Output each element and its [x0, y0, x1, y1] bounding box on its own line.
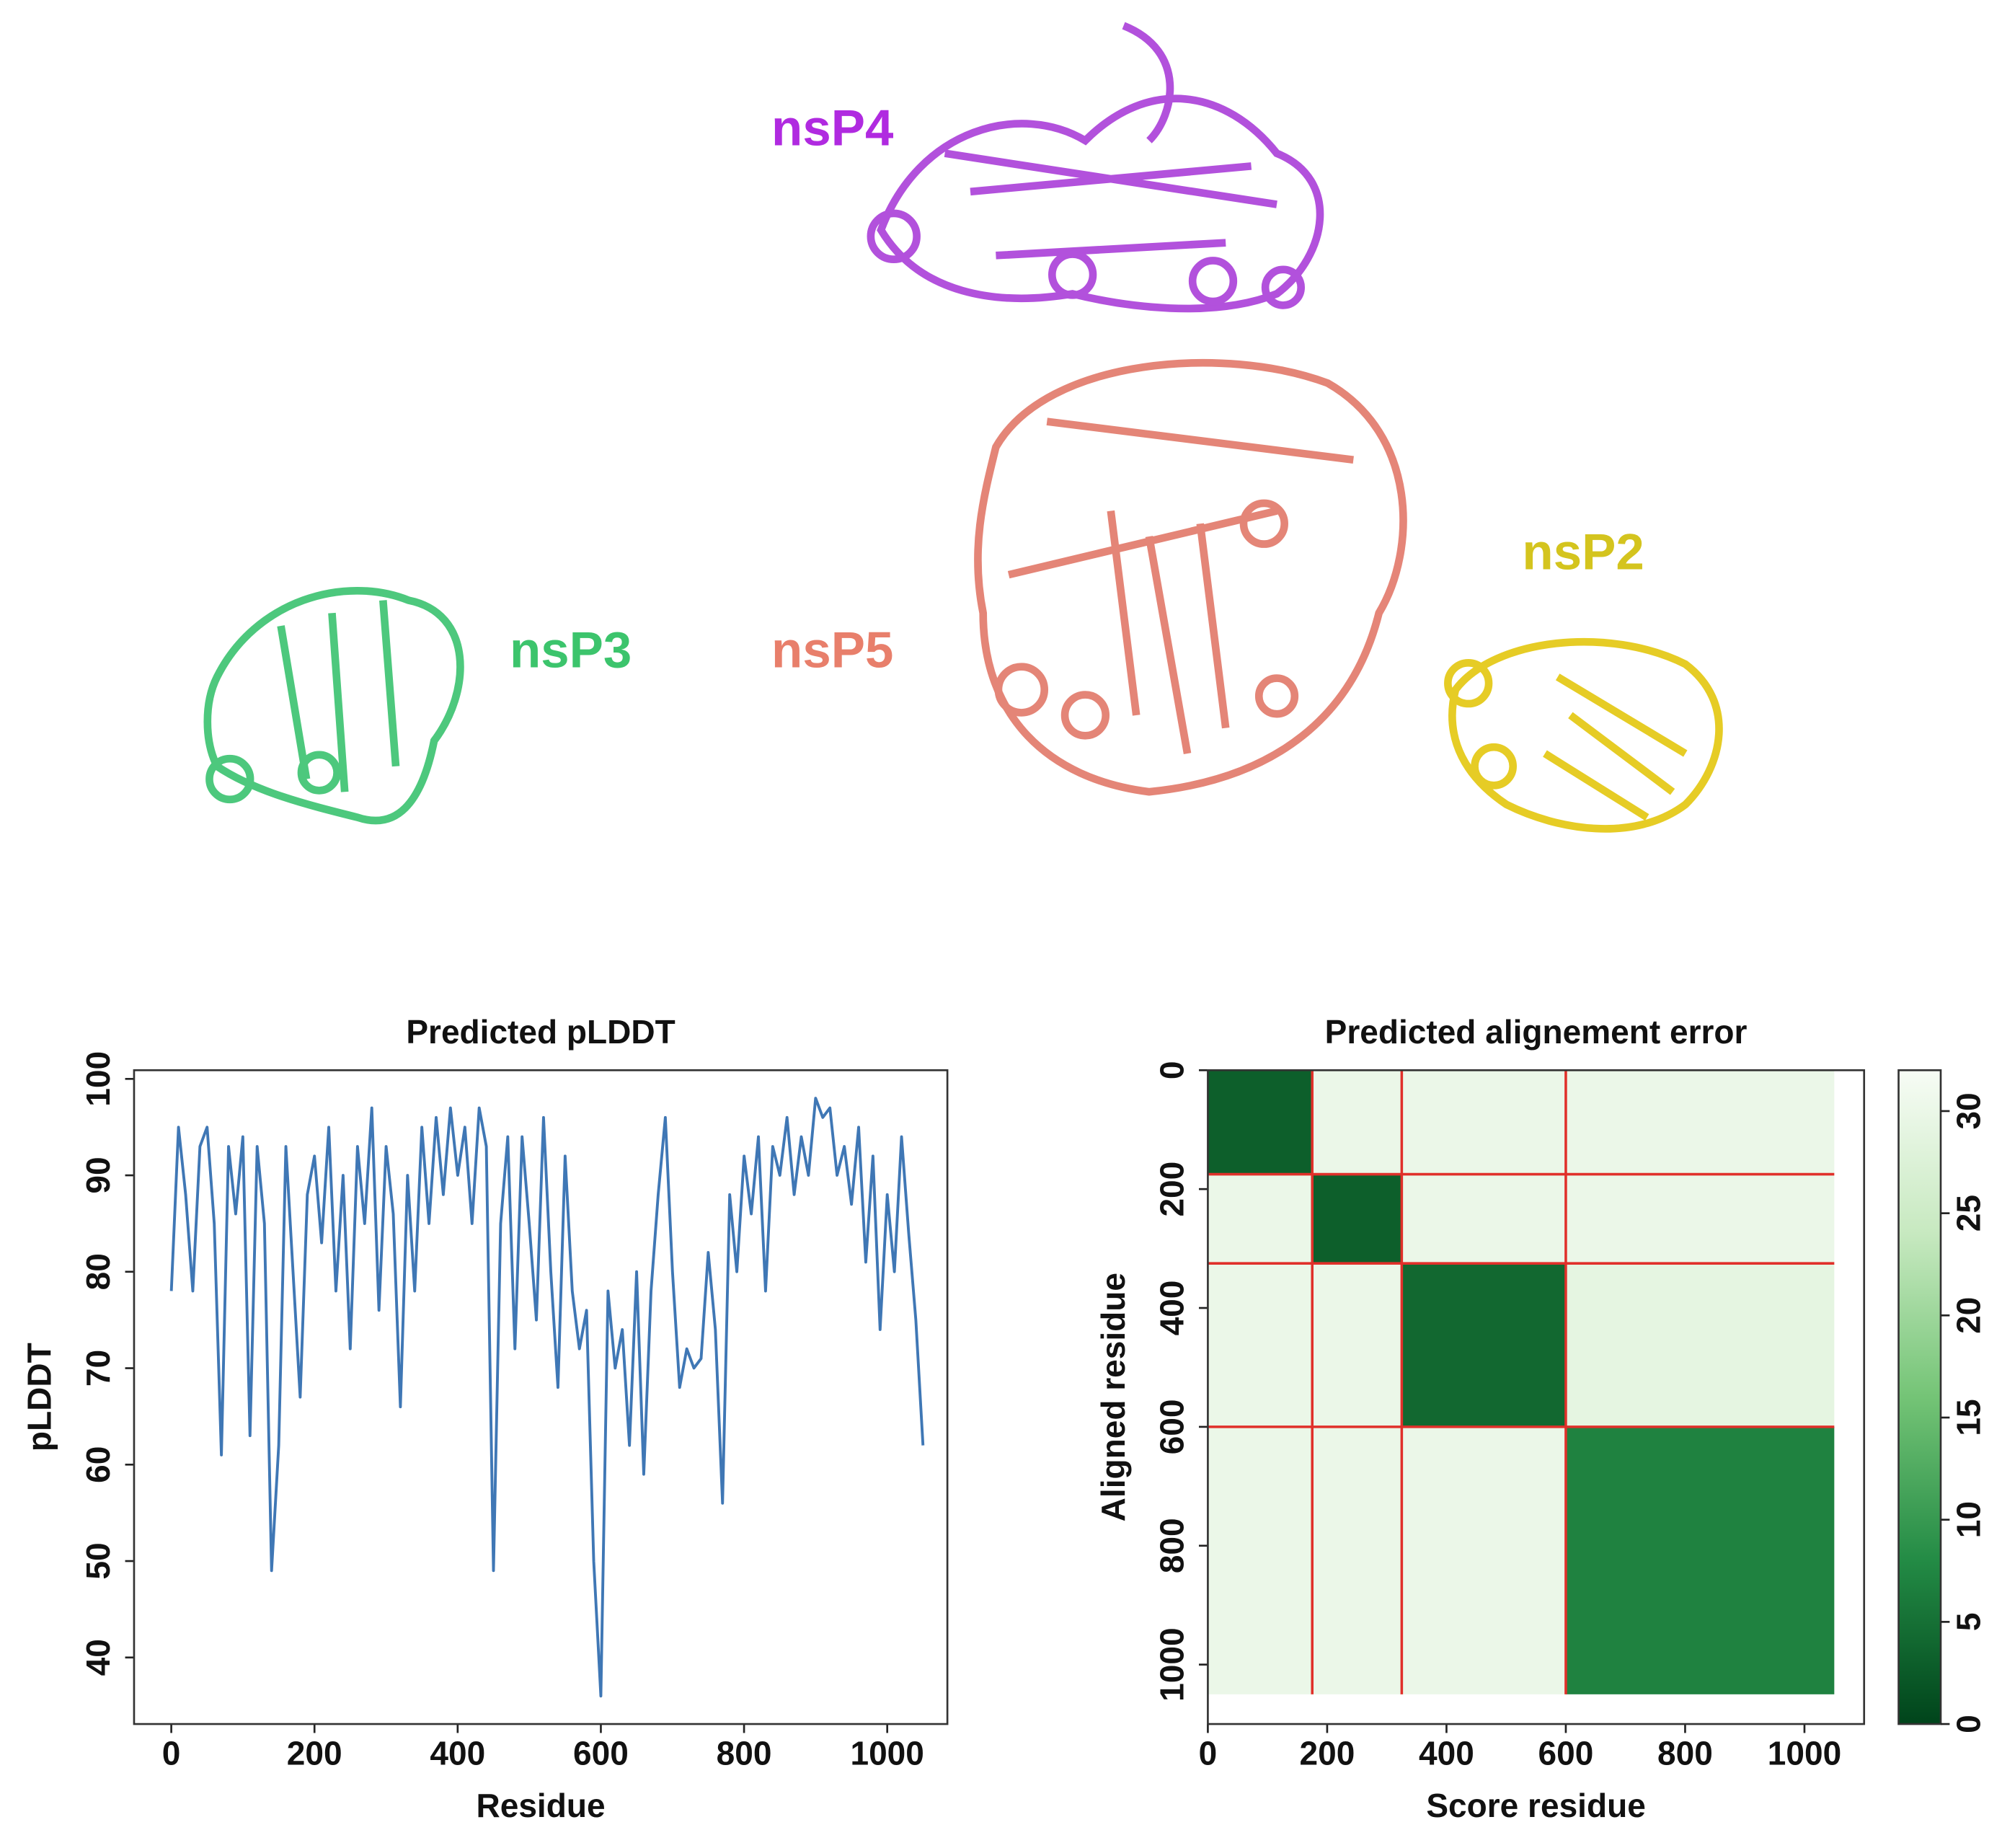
heat-cell — [1565, 1174, 1835, 1264]
x-tick-label: 1000 — [850, 1734, 924, 1772]
x-tick-label: 400 — [1419, 1734, 1474, 1772]
x-tick-label: 400 — [430, 1734, 485, 1772]
heat-cell — [1208, 1070, 1313, 1175]
x-tick-label: 200 — [1300, 1734, 1355, 1772]
y-tick-label: 1000 — [1153, 1627, 1191, 1701]
heat-cell — [1565, 1426, 1835, 1694]
heat-cell — [1401, 1174, 1566, 1264]
y-tick-label: 200 — [1153, 1162, 1191, 1217]
heat-cell — [1208, 1426, 1313, 1694]
y-tick-label: 60 — [79, 1446, 117, 1483]
chart-title: Predicted alignement error — [1325, 1013, 1748, 1051]
y-tick-label: 800 — [1153, 1518, 1191, 1573]
x-tick-label: 1000 — [1768, 1734, 1841, 1772]
colorbar-tick-label: 20 — [1950, 1297, 1988, 1334]
y-tick-label: 400 — [1153, 1281, 1191, 1336]
heat-cell — [1401, 1070, 1566, 1175]
y-tick-label: 70 — [79, 1350, 117, 1387]
y-tick-label: 0 — [1153, 1061, 1191, 1079]
y-tick-label: 40 — [79, 1639, 117, 1676]
data-line — [169, 1097, 925, 1698]
structure-label: nsP4 — [771, 100, 894, 156]
heat-cell — [1565, 1263, 1835, 1427]
colorbar-tick-label: 25 — [1950, 1195, 1988, 1232]
y-axis-label: Aligned residue — [1094, 1273, 1132, 1521]
plot-frame — [133, 1069, 949, 1725]
structure-nsp4 — [867, 22, 1324, 313]
heat-cell — [1312, 1174, 1402, 1264]
heat-cell — [1401, 1263, 1566, 1427]
x-tick-label: 600 — [1538, 1734, 1594, 1772]
x-tick-label: 200 — [287, 1734, 342, 1772]
y-tick-label: 600 — [1153, 1399, 1191, 1454]
colorbar — [1897, 1069, 1942, 1725]
structure-nsp3 — [203, 586, 464, 825]
x-tick-label: 800 — [717, 1734, 772, 1772]
structure-label: nsP2 — [1522, 523, 1644, 580]
x-tick-label: 800 — [1657, 1734, 1713, 1772]
x-axis-label: Residue — [476, 1787, 605, 1824]
colorbar-tick-label: 0 — [1950, 1715, 1988, 1733]
y-tick-label: 90 — [79, 1157, 117, 1193]
structure-nsp2 — [1444, 637, 1723, 833]
heat-cell — [1401, 1426, 1566, 1694]
y-tick-label: 100 — [79, 1051, 117, 1107]
heat-cell — [1208, 1174, 1313, 1264]
chart-title: Predicted pLDDT — [406, 1013, 675, 1051]
colorbar-tick-label: 30 — [1950, 1092, 1988, 1129]
x-axis-label: Score residue — [1426, 1787, 1645, 1824]
x-tick-label: 600 — [573, 1734, 629, 1772]
heat-cell — [1312, 1263, 1402, 1427]
heat-cell — [1208, 1263, 1313, 1427]
colorbar-tick-label: 5 — [1950, 1613, 1988, 1632]
structure-nsp5 — [974, 358, 1407, 796]
plot-frame — [1207, 1069, 1866, 1725]
heat-cell — [1312, 1070, 1402, 1175]
x-tick-label: 0 — [162, 1734, 181, 1772]
colorbar-tick-label: 15 — [1950, 1399, 1988, 1436]
structure-label: nsP3 — [510, 622, 632, 679]
structure-label: nsP5 — [771, 622, 893, 679]
y-axis-label: pLDDT — [21, 1343, 58, 1451]
colorbar-tick-label: 10 — [1950, 1501, 1988, 1538]
heat-cell — [1312, 1426, 1402, 1694]
x-tick-label: 0 — [1199, 1734, 1218, 1772]
heat-cell — [1565, 1070, 1835, 1175]
y-tick-label: 80 — [79, 1253, 117, 1290]
y-tick-label: 50 — [79, 1542, 117, 1579]
